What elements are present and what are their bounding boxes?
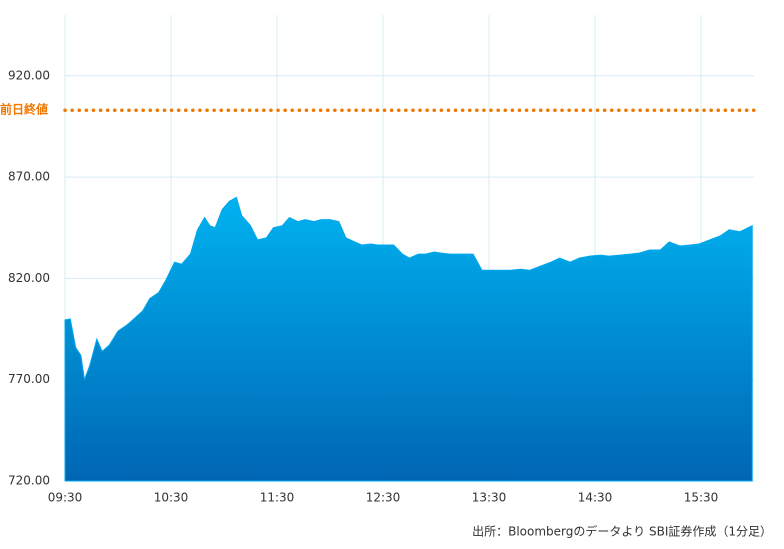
x-tick-label: 10:30	[154, 491, 189, 505]
price-area	[64, 196, 753, 482]
source-note: 出所：Bloombergのデータより SBI証券作成（1分足）	[472, 524, 772, 539]
x-tick-label: 14:30	[578, 491, 613, 505]
y-tick-label: 720.00	[8, 474, 50, 488]
x-tick-label: 09:30	[48, 491, 83, 505]
y-tick-label: 820.00	[8, 271, 50, 285]
x-tick-label: 12:30	[366, 491, 401, 505]
reference-label: 前日終値	[0, 102, 48, 117]
x-tick-label: 13:30	[472, 491, 507, 505]
x-tick-label: 11:30	[260, 491, 295, 505]
y-tick-label: 920.00	[8, 68, 50, 82]
x-tick-label: 15:30	[684, 491, 719, 505]
y-tick-label: 870.00	[8, 170, 50, 184]
y-tick-label: 770.00	[8, 372, 50, 386]
